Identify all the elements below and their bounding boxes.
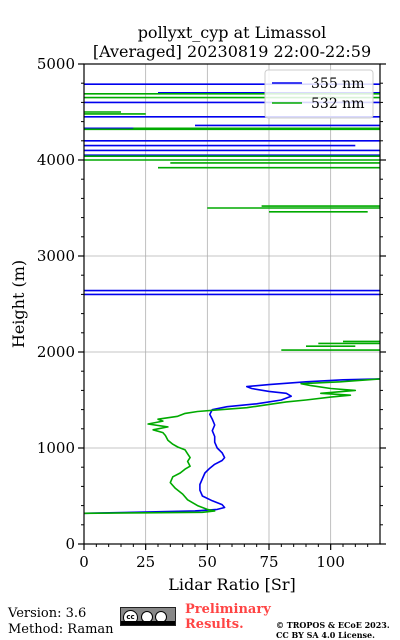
chart-title-line1: pollyxt_cyp at Limassol	[138, 23, 327, 42]
series-line-1	[84, 93, 380, 515]
plot-frame	[83, 63, 381, 545]
x-tick-label: 25	[136, 553, 155, 571]
y-axis-label: Height (m)	[9, 260, 28, 348]
badge-bar	[121, 621, 175, 625]
legend-box	[264, 69, 374, 119]
preliminary-line2: Results.	[185, 617, 244, 632]
preliminary-notice: Preliminary Results.	[185, 602, 271, 632]
copyright-line1: © TROPOS & ECoE 2023.	[276, 620, 390, 630]
y-tick-label: 0	[65, 535, 75, 553]
footer-info: Version: 3.6 Method: Raman	[8, 606, 114, 638]
y-tick-label: 1000	[37, 439, 75, 457]
y-tick-label: 4000	[37, 151, 75, 169]
x-tick-label: 50	[198, 553, 217, 571]
copyright-notice: © TROPOS & ECoE 2023. CC BY SA 4.0 Licen…	[276, 620, 390, 640]
copyright-line2: CC BY SA 4.0 License.	[276, 630, 375, 640]
legend-label-355: 355 nm	[311, 76, 364, 92]
x-tick-label: 100	[316, 553, 345, 571]
y-tick-label: 3000	[37, 247, 75, 265]
y-tick-label: 2000	[37, 343, 75, 361]
preliminary-line1: Preliminary	[185, 602, 271, 617]
x-tick-label: 75	[259, 553, 278, 571]
grid	[84, 64, 380, 544]
version-text: Version: 3.6	[8, 606, 87, 621]
legend: 355 nm 532 nm	[264, 69, 374, 119]
x-tick-label: 0	[79, 553, 89, 571]
series-line-0	[84, 83, 380, 515]
x-axis-label: Lidar Ratio [Sr]	[168, 575, 296, 594]
chart-title-line2: [Averaged] 20230819 22:00-22:59	[93, 42, 371, 61]
y-tick-label: 5000	[37, 55, 75, 73]
method-text: Method: Raman	[8, 622, 114, 637]
legend-label-532: 532 nm	[311, 96, 364, 112]
cc-license-icon: cc	[120, 607, 176, 626]
series-layer	[84, 83, 380, 515]
